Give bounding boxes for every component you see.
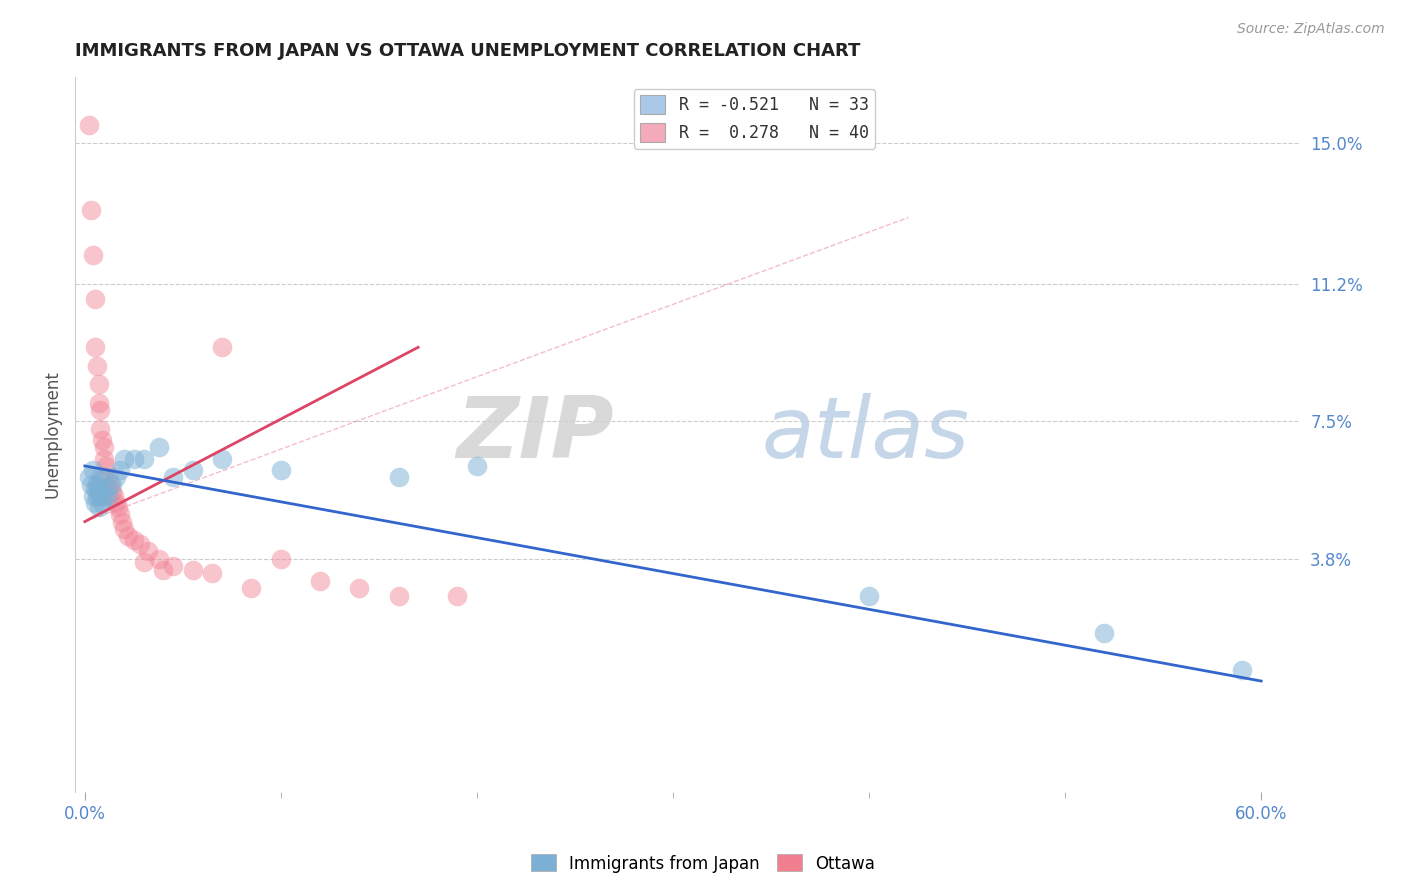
Point: [103, 489, 125, 503]
Point: [181, 563, 204, 577]
Point: [83, 340, 105, 354]
Point: [89, 470, 111, 484]
Point: [132, 451, 155, 466]
Point: [98, 477, 121, 491]
Point: [86, 359, 108, 373]
Point: [240, 582, 263, 596]
Point: [80, 477, 103, 491]
Point: [82, 463, 104, 477]
Point: [111, 515, 134, 529]
Point: [117, 529, 139, 543]
Point: [93, 441, 115, 455]
Point: [83, 481, 105, 495]
Point: [387, 470, 409, 484]
Point: [152, 563, 174, 577]
Point: [82, 489, 104, 503]
Point: [122, 533, 145, 548]
Point: [162, 470, 184, 484]
Point: [86, 489, 108, 503]
Text: atlas: atlas: [761, 393, 969, 476]
Point: [132, 555, 155, 569]
Point: [201, 566, 224, 581]
Point: [270, 463, 292, 477]
Point: [101, 484, 124, 499]
Point: [108, 507, 131, 521]
Point: [96, 458, 118, 473]
Point: [93, 489, 115, 503]
Point: [82, 247, 104, 261]
Point: [96, 481, 118, 495]
Point: [465, 458, 488, 473]
Point: [89, 403, 111, 417]
Point: [108, 463, 131, 477]
Point: [101, 477, 124, 491]
Point: [77, 118, 100, 132]
Point: [87, 377, 110, 392]
Point: [86, 477, 108, 491]
Point: [93, 451, 115, 466]
Point: [349, 582, 371, 596]
Point: [87, 500, 110, 514]
Point: [387, 589, 409, 603]
Point: [97, 489, 120, 503]
Point: [80, 203, 103, 218]
Point: [181, 463, 204, 477]
Legend: Immigrants from Japan, Ottawa: Immigrants from Japan, Ottawa: [524, 847, 882, 880]
Point: [87, 481, 110, 495]
Point: [122, 451, 145, 466]
Text: Source: ZipAtlas.com: Source: ZipAtlas.com: [1237, 22, 1385, 37]
Point: [105, 470, 128, 484]
Point: [148, 441, 170, 455]
Point: [270, 551, 292, 566]
Point: [112, 451, 135, 466]
Point: [211, 340, 233, 354]
Point: [97, 470, 120, 484]
Point: [128, 537, 150, 551]
Point: [91, 433, 114, 447]
Point: [93, 470, 115, 484]
Text: ZIP: ZIP: [457, 393, 614, 476]
Point: [89, 422, 111, 436]
Point: [87, 396, 110, 410]
Point: [1230, 663, 1253, 677]
Point: [1092, 625, 1115, 640]
Point: [89, 489, 111, 503]
Point: [83, 292, 105, 306]
Point: [91, 496, 114, 510]
Point: [446, 589, 468, 603]
Point: [136, 544, 159, 558]
Point: [105, 496, 128, 510]
Point: [83, 496, 105, 510]
Point: [309, 574, 332, 588]
Text: IMMIGRANTS FROM JAPAN VS OTTAWA UNEMPLOYMENT CORRELATION CHART: IMMIGRANTS FROM JAPAN VS OTTAWA UNEMPLOY…: [75, 42, 860, 60]
Legend: R = -0.521   N = 33, R =  0.278   N = 40: R = -0.521 N = 33, R = 0.278 N = 40: [634, 88, 876, 149]
Y-axis label: Unemployment: Unemployment: [44, 370, 60, 499]
Point: [858, 589, 880, 603]
Point: [112, 522, 135, 536]
Point: [107, 500, 129, 514]
Point: [162, 559, 184, 574]
Point: [211, 451, 233, 466]
Point: [148, 551, 170, 566]
Point: [77, 470, 100, 484]
